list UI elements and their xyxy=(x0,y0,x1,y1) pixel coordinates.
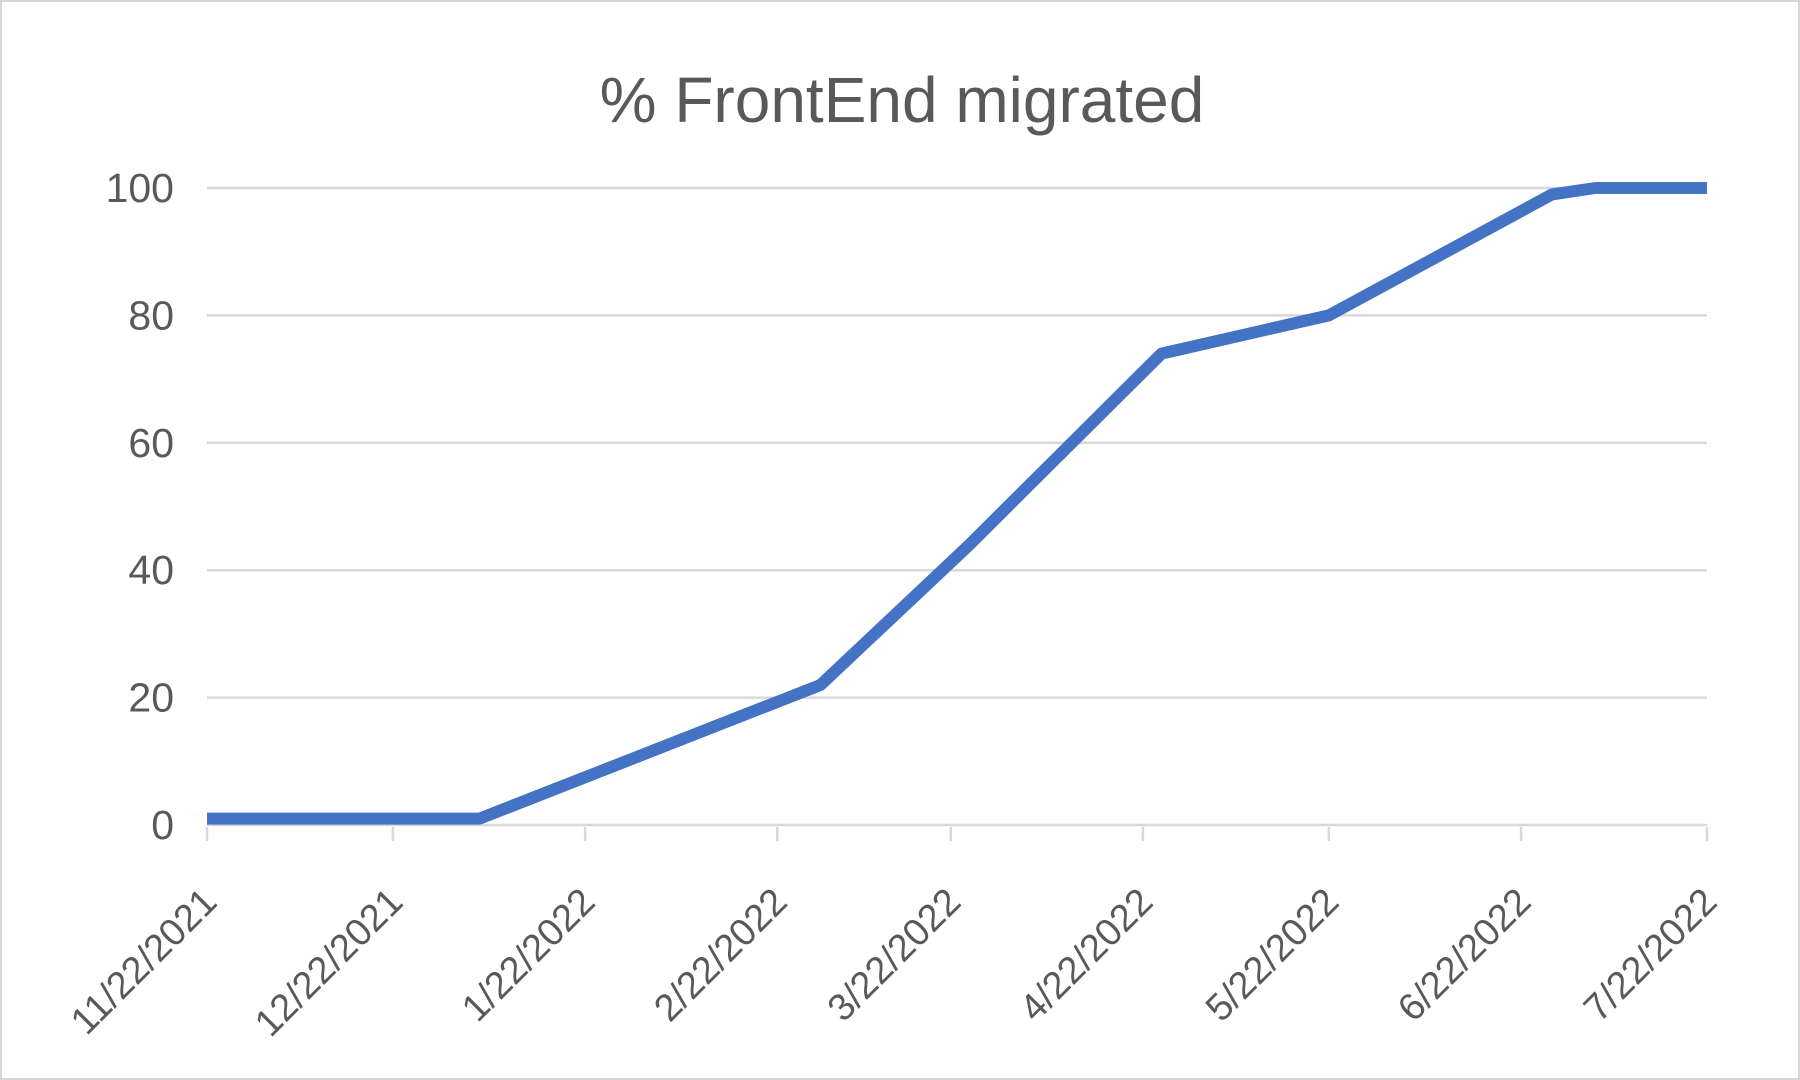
x-axis-tick-label: 2/22/2022 xyxy=(646,881,795,1030)
y-axis-tick-label: 0 xyxy=(151,802,174,848)
y-axis-tick-label: 20 xyxy=(128,675,174,721)
y-axis-tick-label: 40 xyxy=(128,547,174,593)
x-axis-tick-label: 6/22/2022 xyxy=(1390,881,1539,1030)
x-axis-tick-label: 12/22/2021 xyxy=(247,881,411,1045)
x-axis-tick-label: 3/22/2022 xyxy=(820,881,969,1030)
x-axis-tick-label: 7/22/2022 xyxy=(1576,881,1725,1030)
y-axis-tick-label: 60 xyxy=(128,420,174,466)
x-axis-tick-label: 11/22/2021 xyxy=(63,881,225,1043)
x-axis-tick-label: 5/22/2022 xyxy=(1198,881,1347,1030)
x-axis-tick-label: 4/22/2022 xyxy=(1012,881,1161,1030)
y-axis-tick-label: 80 xyxy=(128,292,174,338)
y-axis-tick-label: 100 xyxy=(106,165,174,211)
x-axis-tick-label: 1/22/2022 xyxy=(454,881,603,1030)
chart-title: % FrontEnd migrated xyxy=(599,64,1205,136)
series-line-frontend-migrated xyxy=(207,182,1707,825)
